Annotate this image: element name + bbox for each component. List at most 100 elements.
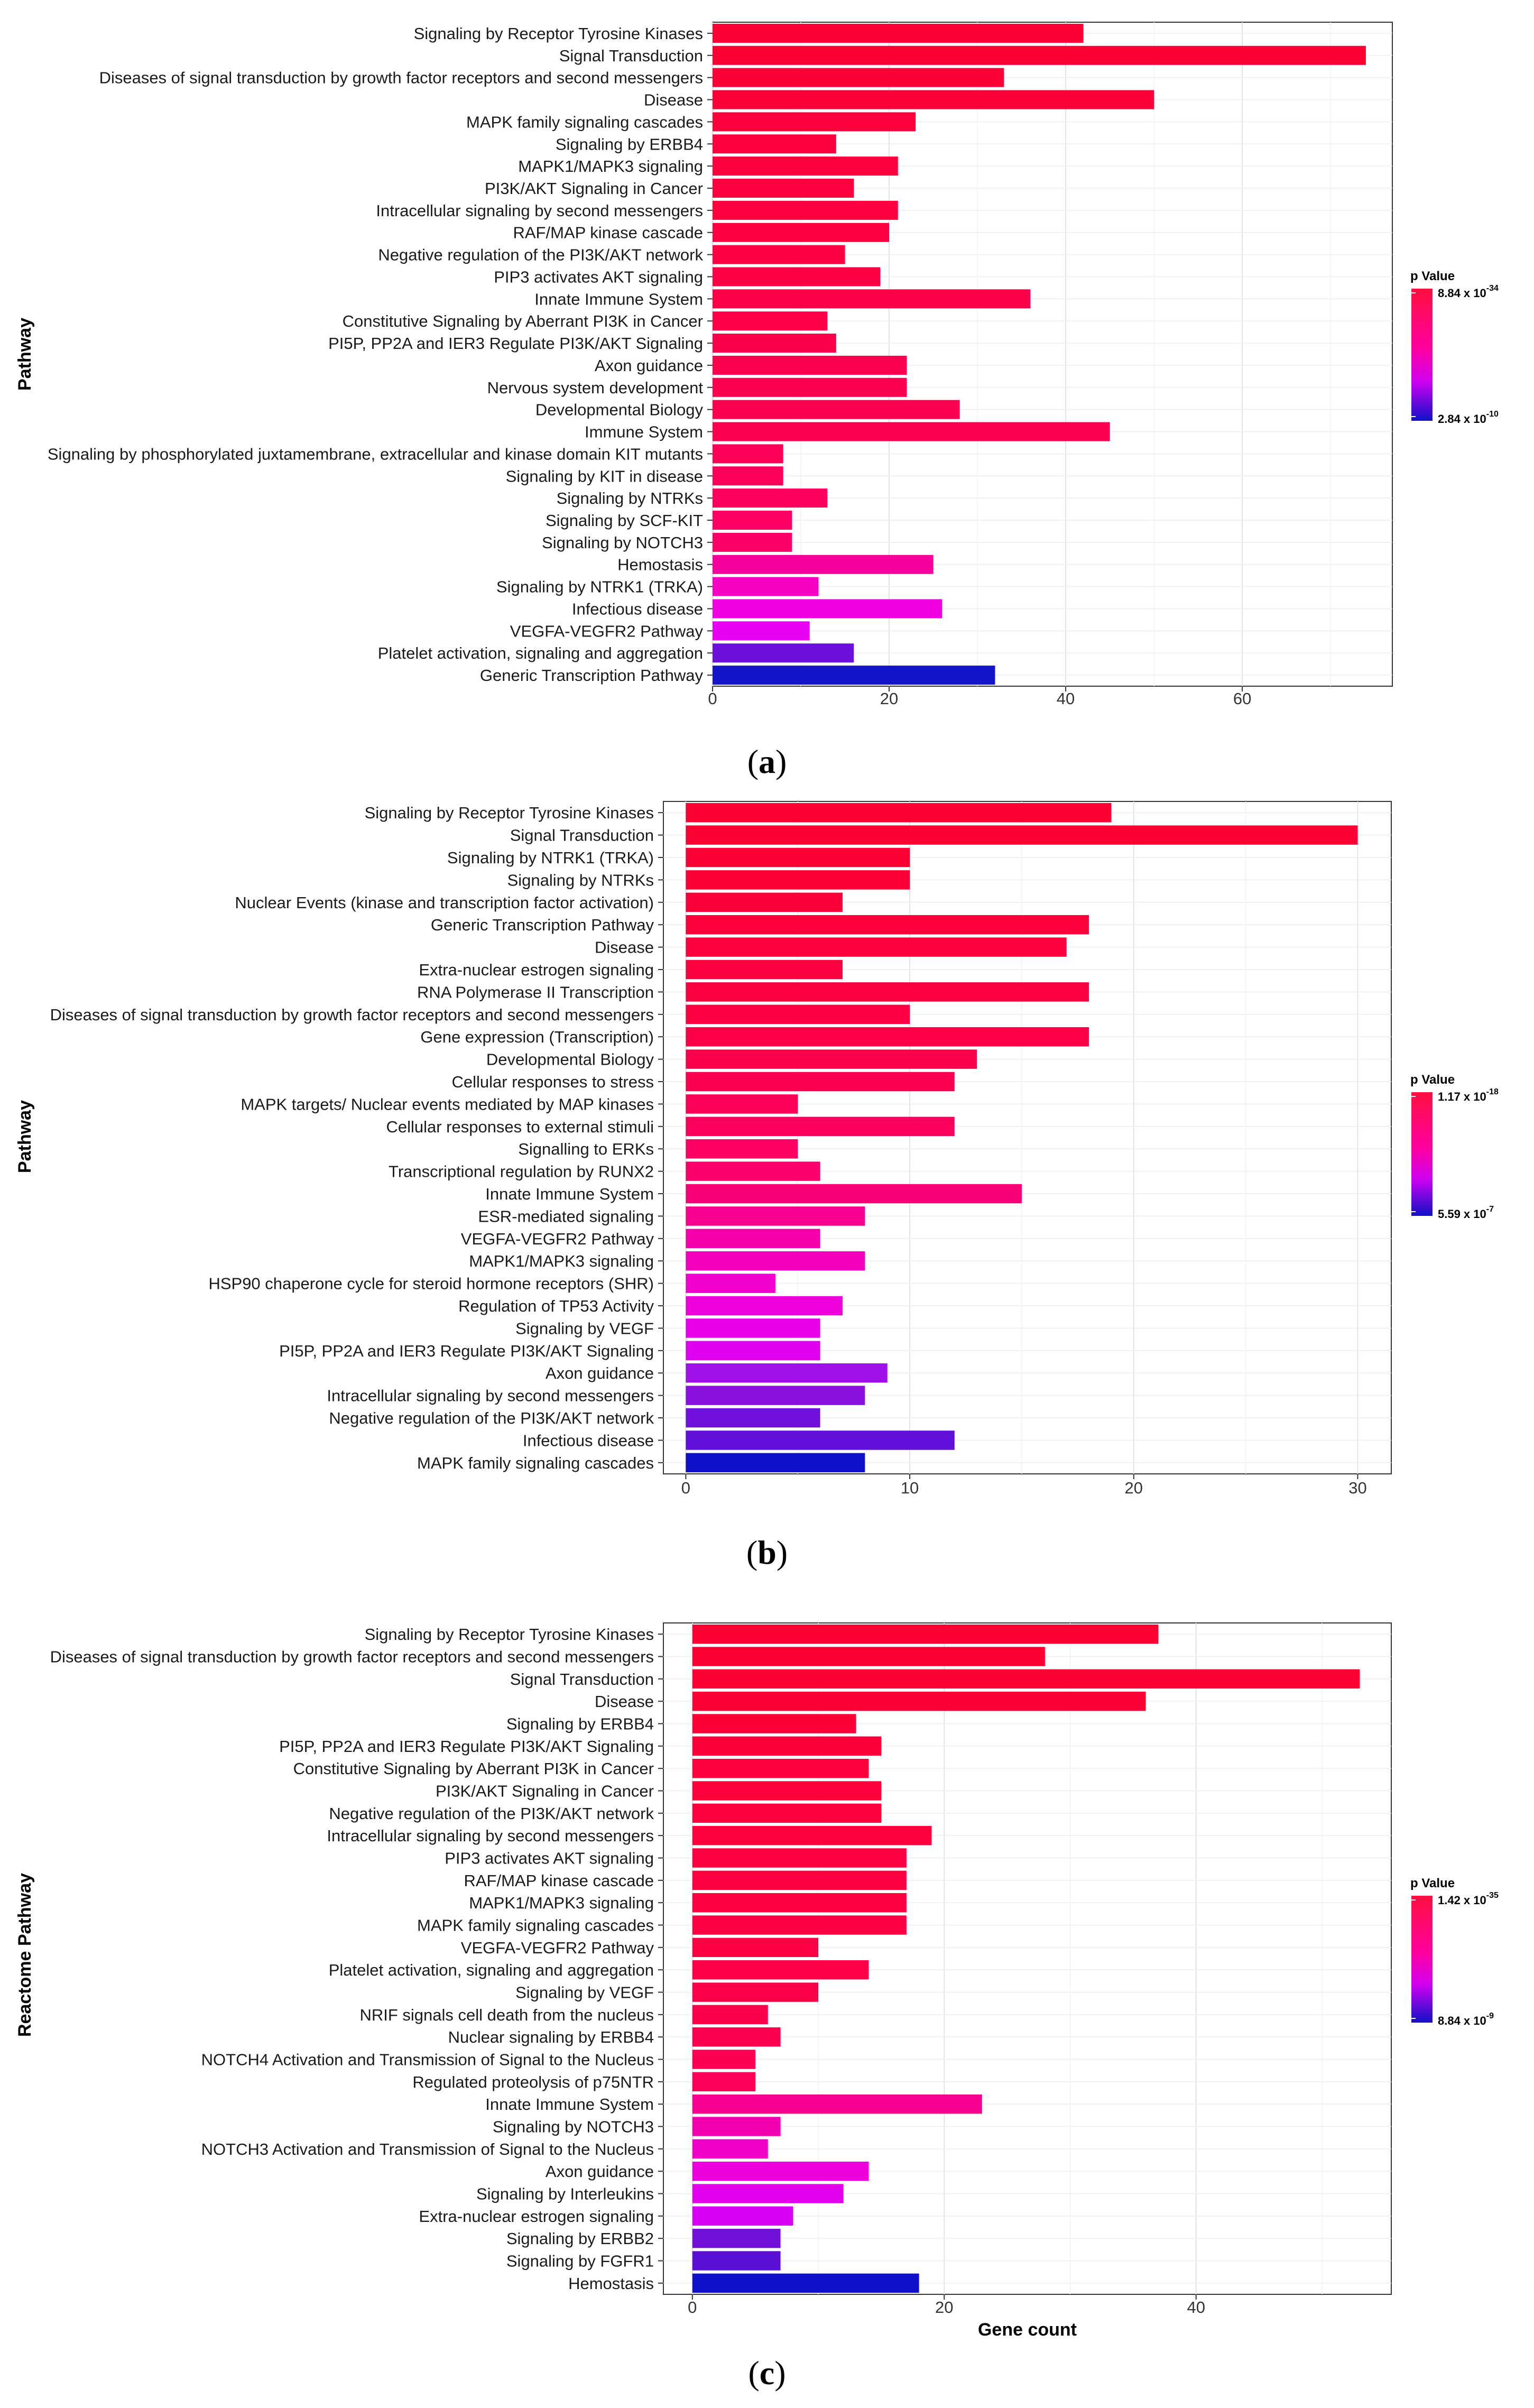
category-label: Signaling by ERBB4: [556, 135, 703, 153]
bar-21: [692, 2072, 755, 2092]
category-label: Signalling to ERKs: [518, 1140, 654, 1158]
category-label: RAF/MAP kinase cascade: [464, 1871, 654, 1890]
bar-6: [692, 1736, 882, 1756]
category-label: Negative regulation of the PI3K/AKT netw…: [378, 246, 703, 264]
bar-20: [692, 2050, 755, 2069]
bar-25: [692, 2161, 869, 2181]
y-axis-title: Reactome Pathway: [15, 1873, 35, 2037]
bar-22: [713, 488, 828, 508]
category-label: Extra-nuclear estrogen signaling: [419, 961, 654, 979]
legend-low-mantissa: 8.84 x 10: [1438, 2014, 1486, 2027]
legend-title: p Value: [1410, 1073, 1455, 1087]
bar-30: [713, 666, 995, 685]
bar-23: [713, 510, 792, 530]
bar-24: [686, 1318, 820, 1338]
category-label: Infectious disease: [572, 599, 703, 618]
bar-13: [692, 1893, 907, 1913]
bar-17: [692, 1982, 819, 2002]
category-label: Cellular responses to external stimuli: [386, 1118, 654, 1136]
category-label: PI5P, PP2A and IER3 Regulate PI3K/AKT Si…: [328, 334, 703, 353]
category-label: Intracellular signaling by second messen…: [327, 1387, 654, 1405]
bar-26: [713, 577, 819, 596]
legend-high-label: 1.42 x 10-35: [1438, 1891, 1499, 1907]
x-axis-title: Gene count: [978, 2320, 1077, 2340]
category-label: Signaling by NTRK1 (TRKA): [496, 578, 703, 596]
caption-open-paren: (: [747, 743, 759, 780]
x-tick-label: 60: [1233, 689, 1251, 708]
legend-low-mantissa: 5.59 x 10: [1438, 1207, 1486, 1221]
x-tick-label: 20: [935, 2298, 953, 2317]
category-label: Signaling by VEGF: [515, 1983, 654, 2002]
bar-1: [686, 802, 1112, 823]
panel-caption: (a): [747, 743, 787, 780]
category-label: VEGFA-VEGFR2 Pathway: [510, 622, 704, 640]
category-label: Signaling by SCF-KIT: [546, 511, 703, 530]
category-label: Gene expression (Transcription): [420, 1028, 654, 1046]
category-label: PI3K/AKT Signaling in Cancer: [436, 1782, 654, 1801]
bar-29: [686, 1431, 955, 1450]
category-label: MAPK1/MAPK3 signaling: [469, 1252, 654, 1270]
category-label: Signaling by NTRKs: [507, 871, 654, 889]
bar-5: [713, 112, 916, 132]
category-label: Signal Transduction: [510, 1670, 654, 1689]
category-label: Disease: [595, 1692, 654, 1711]
bar-19: [692, 2027, 781, 2047]
category-label: Signaling by KIT in disease: [506, 467, 703, 485]
category-label: Disease: [595, 938, 654, 957]
plot-frame: [663, 801, 1392, 1474]
bar-8: [713, 178, 854, 198]
category-label: ESR-mediated signaling: [478, 1207, 654, 1225]
category-label: NOTCH4 Activation and Transmission of Si…: [201, 2051, 654, 2069]
category-label: Signaling by phosphorylated juxtamembran…: [48, 445, 703, 463]
bar-10: [692, 1825, 932, 1846]
bar-12: [686, 1049, 977, 1069]
legend-high-label: 8.84 x 10-34: [1438, 284, 1499, 300]
bar-22: [686, 1274, 775, 1293]
bar-7: [686, 937, 1067, 957]
legend-title: p Value: [1410, 1876, 1455, 1890]
bar-30: [692, 2273, 919, 2293]
bar-28: [686, 1408, 820, 1428]
bar-8: [686, 959, 843, 980]
bar-1: [713, 23, 1084, 43]
x-tick-label: 0: [681, 1479, 690, 1497]
bar-6: [686, 915, 1089, 935]
chart-panel-2: Signaling by Receptor Tyrosine Kinases Si…: [15, 801, 1499, 1571]
legend-low-mantissa: 2.84 x 10: [1438, 412, 1486, 426]
bar-3: [686, 847, 910, 868]
category-label: MAPK1/MAPK3 signaling: [518, 157, 703, 176]
legend-high-label: 1.17 x 10-18: [1438, 1087, 1499, 1103]
bar-24: [692, 2139, 768, 2159]
category-label: Developmental Biology: [486, 1050, 654, 1069]
legend-low-exponent: -10: [1486, 410, 1499, 419]
category-label: Innate Immune System: [485, 2095, 654, 2114]
bar-18: [713, 400, 960, 419]
bar-24: [713, 532, 792, 552]
category-label: HSP90 chaperone cycle for steroid hormon…: [208, 1275, 654, 1293]
y-axis-title: Pathway: [15, 318, 35, 391]
category-label: Signaling by ERBB4: [506, 1715, 654, 1733]
category-label: Platelet activation, signaling and aggre…: [329, 1961, 654, 1979]
caption-letter: c: [760, 2354, 774, 2392]
bar-6: [713, 134, 836, 154]
bar-25: [713, 555, 934, 574]
bar-11: [713, 245, 845, 264]
bar-19: [713, 422, 1110, 441]
bar-23: [692, 2117, 781, 2136]
legend-colorbar: [1411, 1896, 1433, 2023]
category-label: Hemostasis: [568, 2274, 654, 2293]
bar-21: [686, 1251, 865, 1271]
bar-5: [686, 892, 843, 912]
category-label: Axon guidance: [546, 2162, 654, 2181]
category-label: Signaling by NTRK1 (TRKA): [447, 848, 654, 867]
bar-4: [686, 870, 910, 890]
bar-2: [686, 825, 1358, 845]
bar-9: [713, 200, 898, 220]
plot-frame: [663, 1622, 1392, 2295]
bar-15: [692, 1938, 819, 1958]
category-label: Innate Immune System: [534, 290, 703, 308]
bar-15: [686, 1117, 955, 1137]
category-label: Transcriptional regulation by RUNX2: [389, 1163, 654, 1181]
bar-16: [692, 1960, 869, 1980]
category-label: MAPK family signaling cascades: [417, 1916, 654, 1935]
